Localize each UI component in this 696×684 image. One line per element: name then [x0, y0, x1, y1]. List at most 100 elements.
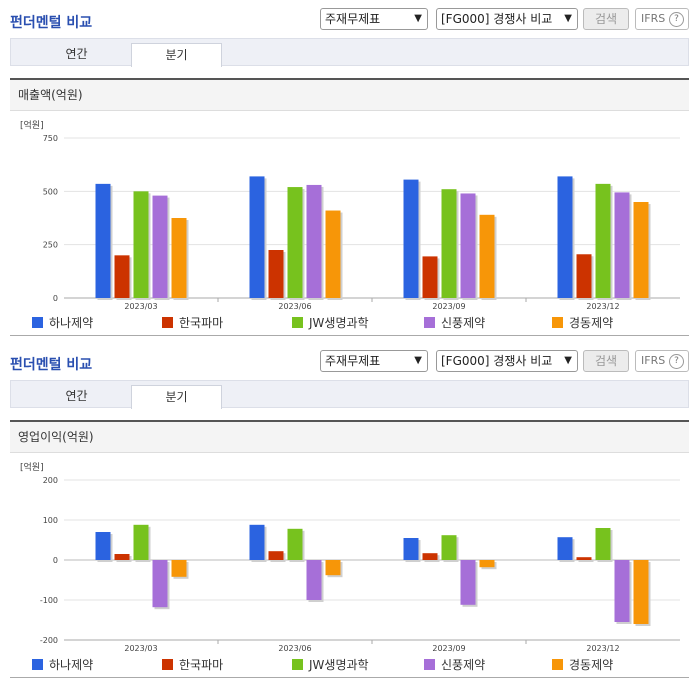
chevron-down-icon: ▼ — [414, 355, 422, 366]
bar-경동제약 — [171, 218, 187, 298]
bar-JW생명과학 — [595, 528, 611, 560]
x-tick-label: 2023/12 — [586, 302, 619, 310]
y-tick-label: -100 — [40, 596, 58, 605]
legend-label: 경동제약 — [569, 658, 614, 672]
bar-하나제약 — [95, 183, 111, 298]
legend-label: JW생명과학 — [309, 658, 369, 672]
legend-item[interactable]: 하나제약 — [32, 314, 93, 331]
bar-JW생명과학 — [287, 187, 303, 298]
legend-swatch — [424, 317, 435, 328]
y-tick-label: -200 — [40, 636, 58, 645]
bar-신풍제약 — [152, 195, 168, 298]
legend-swatch — [32, 659, 43, 670]
legend-label: 하나제약 — [49, 316, 94, 330]
bar-신풍제약 — [460, 560, 476, 605]
bar-한국파마 — [576, 557, 592, 560]
bar-하나제약 — [403, 179, 419, 298]
bar-한국파마 — [422, 256, 438, 298]
search-button[interactable]: 검색 — [583, 8, 629, 30]
help-icon: ? — [669, 354, 684, 369]
unit-label: [억원] — [20, 121, 44, 131]
bar-경동제약 — [633, 560, 649, 624]
tab-quarterly[interactable]: 분기 — [131, 385, 222, 409]
legend-item[interactable]: 신풍제약 — [424, 314, 485, 331]
help-icon: ? — [669, 12, 684, 27]
bar-신풍제약 — [614, 192, 630, 298]
tab-annual[interactable]: 연간 — [65, 389, 88, 403]
tab-annual[interactable]: 연간 — [65, 47, 88, 61]
legend-swatch — [162, 317, 173, 328]
statement-select-value: 주재무제표 — [325, 12, 381, 26]
bar-하나제약 — [249, 176, 265, 298]
bar-한국파마 — [576, 254, 592, 298]
bar-JW생명과학 — [133, 524, 149, 560]
bar-JW생명과학 — [441, 535, 457, 560]
bar-경동제약 — [171, 560, 187, 577]
x-tick-label: 2023/06 — [278, 644, 311, 652]
legend-label: 신풍제약 — [441, 658, 486, 672]
tab-quarterly[interactable]: 분기 — [131, 43, 222, 67]
bar-JW생명과학 — [133, 191, 149, 298]
legend-item[interactable]: 한국파마 — [162, 314, 223, 331]
bar-하나제약 — [95, 532, 111, 560]
statement-select-value: 주재무제표 — [325, 354, 381, 368]
y-tick-label: 0 — [53, 294, 58, 303]
bar-신풍제약 — [460, 193, 476, 298]
legend-item[interactable]: JW생명과학 — [292, 656, 369, 673]
y-tick-label: 100 — [43, 516, 58, 525]
x-tick-label: 2023/03 — [124, 302, 157, 310]
bar-하나제약 — [249, 524, 265, 560]
bar-경동제약 — [479, 214, 495, 298]
unit-label: [억원] — [20, 463, 44, 473]
chart-panel: 매출액(억원) [억원] 0 250 500 750 2023/03 2023/06 202… — [10, 78, 689, 336]
legend-label: 경동제약 — [569, 316, 614, 330]
compare-select-value: [FG000] 경쟁사 비교 — [441, 12, 553, 26]
compare-select[interactable]: [FG000] 경쟁사 비교 ▼ — [436, 350, 578, 372]
ifrs-button[interactable]: IFRS ? — [635, 8, 689, 30]
legend-item[interactable]: 경동제약 — [552, 314, 613, 331]
legend-item[interactable]: 하나제약 — [32, 656, 93, 673]
legend-label: 신풍제약 — [441, 316, 486, 330]
statement-select[interactable]: 주재무제표 ▼ — [320, 350, 428, 372]
y-tick-label: 200 — [43, 476, 58, 485]
bar-한국파마 — [268, 551, 284, 560]
legend-swatch — [552, 317, 563, 328]
legend-item[interactable]: 한국파마 — [162, 656, 223, 673]
bar-JW생명과학 — [595, 183, 611, 298]
bar-신풍제약 — [614, 560, 630, 622]
chart-legend: 하나제약 한국파마 JW생명과학 신풍제약 경동제약 — [10, 314, 689, 330]
revenue-bar-chart: 0 250 500 750 2023/03 2023/06 2023/09 2023/12 — [43, 134, 680, 310]
statement-select[interactable]: 주재무제표 ▼ — [320, 8, 428, 30]
legend-item[interactable]: 신풍제약 — [424, 656, 485, 673]
search-button[interactable]: 검색 — [583, 350, 629, 372]
ifrs-label: IFRS — [641, 354, 666, 367]
bar-신풍제약 — [152, 560, 168, 608]
panel-title: 영업이익(억원) — [10, 422, 689, 453]
bar-하나제약 — [557, 176, 573, 298]
bar-하나제약 — [557, 537, 573, 560]
panel-title: 매출액(억원) — [10, 80, 689, 111]
chevron-down-icon: ▼ — [564, 355, 572, 366]
compare-select[interactable]: [FG000] 경쟁사 비교 ▼ — [436, 8, 578, 30]
legend-swatch — [424, 659, 435, 670]
ifrs-button[interactable]: IFRS ? — [635, 350, 689, 372]
bar-한국파마 — [268, 250, 284, 298]
legend-item[interactable]: 경동제약 — [552, 656, 613, 673]
x-tick-label: 2023/09 — [432, 302, 465, 310]
legend-swatch — [552, 659, 563, 670]
bar-shadow — [578, 559, 594, 562]
bar-신풍제약 — [306, 560, 322, 600]
legend-label: 한국파마 — [179, 658, 224, 672]
ifrs-label: IFRS — [641, 12, 666, 25]
bar-신풍제약 — [306, 184, 322, 298]
legend-swatch — [292, 317, 303, 328]
bar-한국파마 — [422, 553, 438, 560]
bar-경동제약 — [479, 560, 495, 568]
chevron-down-icon: ▼ — [414, 13, 422, 24]
legend-item[interactable]: JW생명과학 — [292, 314, 369, 331]
x-tick-label: 2023/03 — [124, 644, 157, 652]
period-tabs: 연간 분기 — [10, 38, 689, 67]
y-tick-label: 500 — [43, 187, 58, 196]
operating-profit-bar-chart: -200 -100 0 100 200 2023/03 2023/06 2023/09 2023… — [40, 476, 680, 652]
x-tick-label: 2023/09 — [432, 644, 465, 652]
